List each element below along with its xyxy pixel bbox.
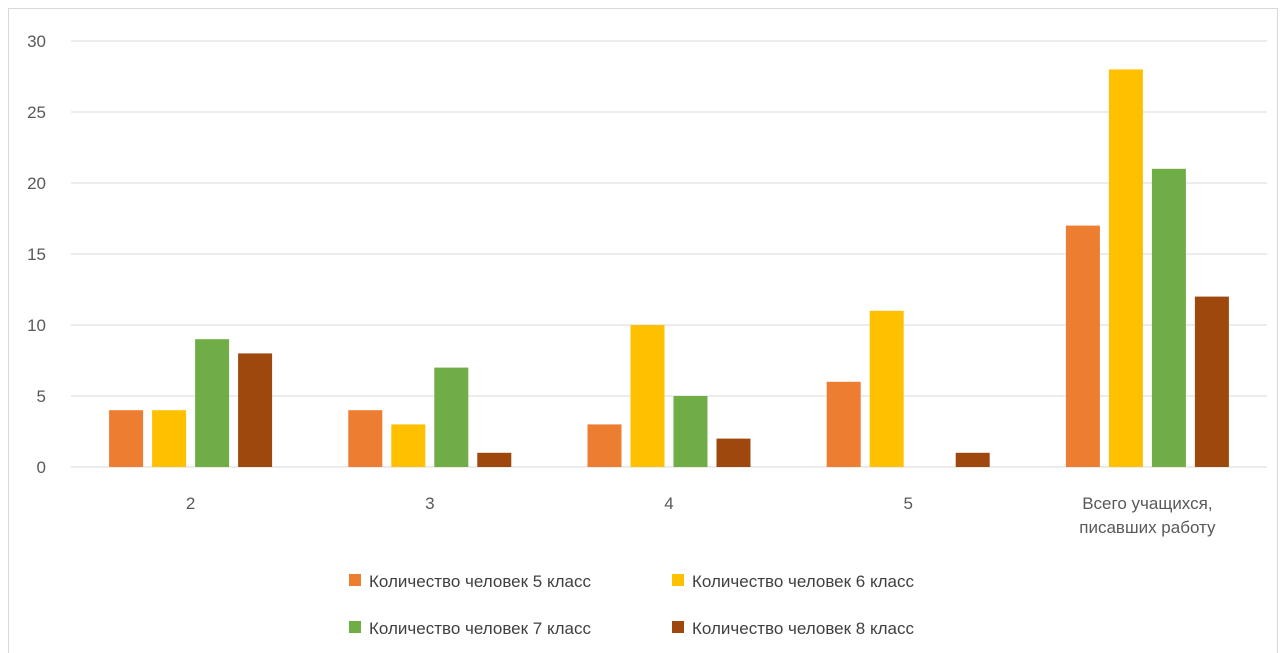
- bar: [869, 310, 904, 467]
- bar: [955, 452, 990, 467]
- y-tick-label: 25: [27, 103, 46, 122]
- y-tick-label: 15: [27, 245, 46, 264]
- bar: [1194, 296, 1229, 467]
- legend: Количество человек 5 класс Количество чел…: [349, 572, 914, 638]
- bar: [391, 424, 426, 467]
- legend-swatch: [349, 621, 361, 633]
- bar: [477, 452, 512, 467]
- bar: [434, 367, 469, 467]
- y-tick-label: 5: [37, 387, 46, 406]
- y-tick-label: 20: [27, 174, 46, 193]
- x-tick-label: писавших работу: [1079, 518, 1216, 537]
- legend-swatch: [672, 621, 684, 633]
- legend-item: Количество человек 6 класс: [672, 572, 914, 591]
- x-tick-label: 4: [664, 494, 673, 513]
- bar: [348, 410, 383, 467]
- y-tick-label: 0: [37, 458, 46, 477]
- legend-swatch: [672, 574, 684, 586]
- bar: [826, 381, 861, 467]
- bar: [716, 438, 751, 467]
- bar: [195, 339, 230, 467]
- legend-label: Количество человек 7 класс: [369, 619, 591, 638]
- bar: [109, 410, 144, 467]
- bar: [1151, 168, 1186, 468]
- legend-item: Количество человек 7 класс: [349, 619, 591, 638]
- legend-item: Количество человек 5 класс: [349, 572, 591, 591]
- x-tick-label: 5: [903, 494, 912, 513]
- bar: [238, 353, 273, 467]
- x-tick-label: Всего учащихся,: [1082, 494, 1212, 513]
- x-tick-label: 2: [186, 494, 195, 513]
- bars: [109, 69, 1229, 468]
- y-axis-ticks: 0 5 10 15 20 25 30: [27, 32, 46, 477]
- legend-label: Количество человек 8 класс: [692, 619, 914, 638]
- y-tick-label: 10: [27, 316, 46, 335]
- bar: [1108, 69, 1143, 468]
- bar: [1065, 225, 1100, 467]
- bar: [152, 410, 187, 467]
- bar: [673, 396, 708, 467]
- x-tick-label: 3: [425, 494, 434, 513]
- legend-label: Количество человек 5 класс: [369, 572, 591, 591]
- y-tick-label: 30: [27, 32, 46, 51]
- x-axis-ticks: 2 3 4 5 Всего учащихся, писавших работу: [186, 494, 1216, 537]
- bar: [630, 325, 665, 467]
- legend-label: Количество человек 6 класс: [692, 572, 914, 591]
- bar: [587, 424, 622, 467]
- legend-swatch: [349, 574, 361, 586]
- legend-item: Количество человек 8 класс: [672, 619, 914, 638]
